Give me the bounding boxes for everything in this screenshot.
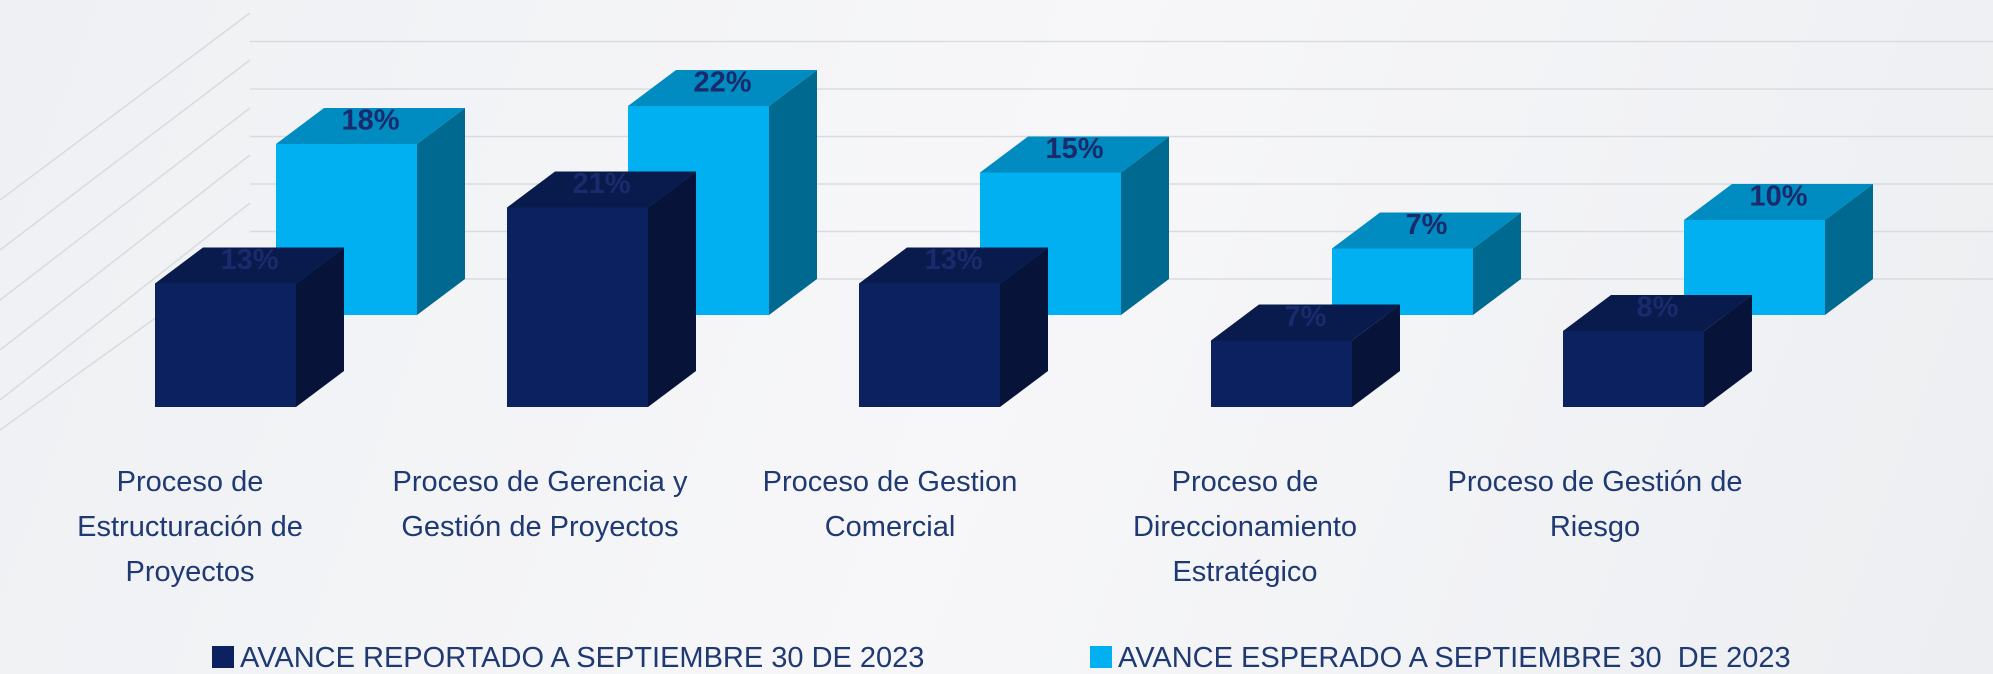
legend-swatch — [212, 646, 234, 668]
bar-top — [155, 247, 344, 284]
bar — [1563, 331, 1704, 407]
bar — [1332, 248, 1473, 315]
deco-line — [0, 59, 251, 251]
value-label: 10% — [1749, 181, 1807, 213]
bar-top — [276, 108, 465, 144]
deco-line — [0, 202, 251, 401]
legend-label: AVANCE ESPERADO A SEPTIEMBRE 30 DE 2023 — [1118, 642, 1791, 674]
value-label: 7% — [1406, 209, 1448, 241]
bar — [155, 283, 296, 407]
bar-side — [1825, 184, 1873, 315]
deco-line — [0, 107, 251, 301]
bar-top — [1211, 304, 1400, 341]
legend-label: AVANCE REPORTADO A SEPTIEMBRE 30 DE 2023 — [240, 642, 925, 674]
value-label: 21% — [572, 168, 630, 200]
bar — [507, 207, 648, 407]
legend-item: AVANCE ESPERADO A SEPTIEMBRE 30 DE 2023 — [1090, 642, 1791, 674]
bar-top — [1684, 184, 1873, 220]
value-label: 8% — [1637, 292, 1679, 324]
bar-top — [628, 70, 817, 106]
x-tick-label: Proceso de Estructuración de Proyectos — [77, 466, 303, 588]
bar-top — [980, 136, 1169, 173]
value-label: 13% — [220, 244, 278, 276]
bar-top — [1332, 212, 1521, 249]
bar — [1211, 340, 1352, 407]
deco-line — [0, 154, 251, 351]
value-label: 22% — [693, 67, 751, 99]
bar-side — [417, 108, 465, 315]
bar-top — [507, 171, 696, 208]
x-tick-label: Proceso de Gerencia y Gestión de Proyect… — [392, 466, 688, 543]
legend-swatch — [1090, 646, 1112, 668]
value-label: 18% — [341, 105, 399, 137]
bar-side — [648, 171, 696, 407]
x-tick-label: Proceso de Gestion Comercial — [762, 466, 1018, 543]
value-label: 13% — [924, 244, 982, 276]
x-tick-label: Proceso de Direccionamiento Estratégico — [1132, 466, 1358, 588]
deco-line — [0, 12, 251, 201]
value-label: 7% — [1285, 301, 1327, 333]
bar-side — [1352, 304, 1400, 407]
bar — [859, 283, 1000, 407]
bar-top — [859, 247, 1048, 284]
bar-side — [1121, 136, 1169, 315]
value-label: 15% — [1045, 133, 1103, 165]
bar-side — [769, 70, 817, 315]
bar-side — [1704, 295, 1752, 407]
bar-side — [1473, 212, 1521, 315]
legend-item: AVANCE REPORTADO A SEPTIEMBRE 30 DE 2023 — [212, 642, 924, 674]
bar-side — [296, 247, 344, 407]
bar-top — [1563, 295, 1752, 331]
bar-side — [1000, 247, 1048, 407]
x-tick-label: Proceso de Gestión de Riesgo — [1447, 466, 1743, 543]
